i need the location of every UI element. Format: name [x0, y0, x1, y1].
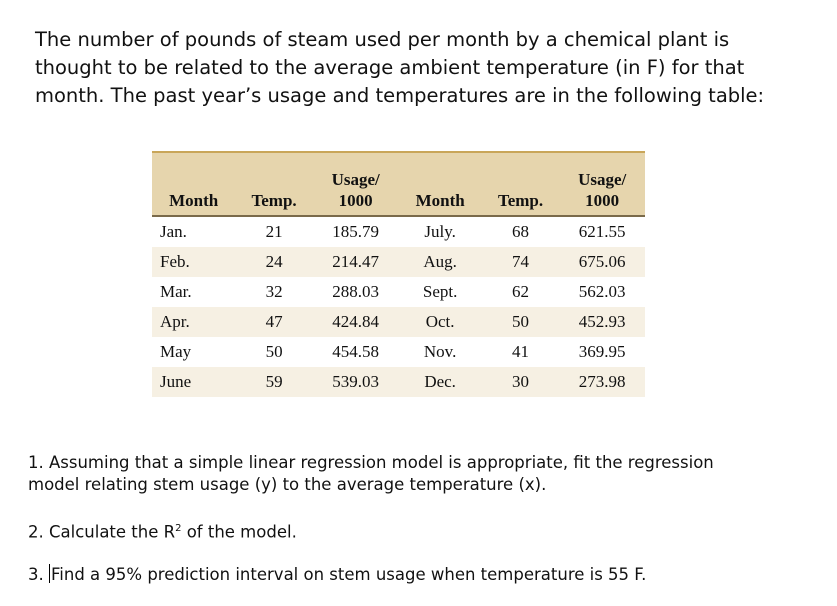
table-cell: 214.47 — [332, 252, 380, 271]
superscript: 2 — [175, 523, 182, 534]
question-3: 3. Find a 95% prediction interval on ste… — [28, 564, 646, 586]
question-1-line: model relating stem usage (y) to the ave… — [28, 475, 547, 494]
header-line: Usage/ — [578, 170, 627, 189]
table-cell: Mar. — [160, 282, 192, 301]
header-line: Temp. — [497, 191, 544, 210]
column-header: Temp. — [481, 152, 560, 217]
header-line: Month — [169, 191, 219, 210]
table-cell: 59 — [265, 372, 283, 391]
question-2-text: of the model. — [181, 522, 297, 542]
question-1: 1. Assuming that a simple linear regress… — [28, 452, 714, 496]
table-cell: Dec. — [424, 372, 456, 391]
table-cell: 539.03 — [332, 372, 380, 391]
header-line: Temp. — [251, 191, 297, 210]
question-2-text: 2. Calculate the R — [28, 522, 176, 542]
table-cell: 273.98 — [578, 372, 626, 391]
question-1-line: 1. Assuming that a simple linear regress… — [28, 453, 714, 472]
table-cell: 452.93 — [578, 312, 626, 331]
table-cell: Apr. — [160, 312, 190, 331]
table-cell: 21 — [265, 222, 283, 241]
table-cell: 41 — [512, 342, 530, 361]
table-row: Mar. 32 288.03 Sept. 62 562.03 — [152, 277, 645, 307]
table-row: May 50 454.58 Nov. 41 369.95 — [152, 337, 645, 367]
table-cell: 424.84 — [332, 312, 380, 331]
text-cursor — [49, 564, 50, 583]
table-cell: Sept. — [422, 282, 458, 301]
table-cell: 185.79 — [332, 222, 380, 241]
column-header: Usage/1000 — [312, 152, 399, 217]
header-line: Usage/ — [331, 170, 380, 189]
column-header: Month — [398, 152, 482, 217]
table-cell: 562.03 — [578, 282, 626, 301]
table-cell: 621.55 — [578, 222, 626, 241]
table-row: Jan. 21 185.79 July. 68 621.55 — [152, 216, 645, 247]
table-cell: 62 — [512, 282, 530, 301]
header-line: 1000 — [338, 191, 373, 210]
table-cell: May — [160, 342, 192, 361]
table-header-row: Month Temp. Usage/1000 Month Temp. Usage/1000 — [152, 152, 645, 217]
problem-statement: The number of pounds of steam used per m… — [35, 26, 825, 110]
table-cell: 675.06 — [578, 252, 626, 271]
table-cell: 24 — [265, 252, 283, 271]
table-cell: Oct. — [425, 312, 455, 331]
header-line: Month — [415, 191, 465, 210]
table-cell: 68 — [512, 222, 530, 241]
question-3-text: 3. — [28, 565, 49, 584]
table-cell: Nov. — [423, 342, 457, 361]
intro-line: The number of pounds of steam used per m… — [35, 28, 730, 51]
table-cell: Jan. — [160, 222, 187, 241]
table-cell: 30 — [512, 372, 530, 391]
column-header: Month — [152, 152, 236, 217]
table-cell: 32 — [265, 282, 283, 301]
column-header: Usage/1000 — [559, 152, 645, 217]
table-cell: Aug. — [423, 252, 457, 271]
table-cell: 454.58 — [332, 342, 380, 361]
table-cell: 50 — [265, 342, 283, 361]
table-row: June 59 539.03 Dec. 30 273.98 — [152, 367, 645, 397]
question-3-text: Find a 95% prediction interval on stem u… — [51, 565, 647, 584]
table-cell: 50 — [512, 312, 530, 331]
table-cell: 369.95 — [578, 342, 626, 361]
table-cell: 74 — [512, 252, 530, 271]
table-cell: 47 — [265, 312, 283, 331]
table-cell: 288.03 — [332, 282, 380, 301]
table-cell: Feb. — [160, 252, 190, 271]
table-row: Apr. 47 424.84 Oct. 50 452.93 — [152, 307, 645, 337]
question-2: 2. Calculate the R2 of the model. — [28, 518, 297, 544]
column-header: Temp. — [235, 152, 313, 217]
table-cell: June — [160, 372, 192, 391]
header-line: 1000 — [585, 191, 620, 210]
intro-line: thought to be related to the average amb… — [35, 56, 745, 79]
intro-line: month. The past year’s usage and tempera… — [35, 84, 765, 107]
table-row: Feb. 24 214.47 Aug. 74 675.06 — [152, 247, 645, 277]
table-cell: July. — [424, 222, 456, 241]
steam-usage-table: Month Temp. Usage/1000 Month Temp. Usage/1000… — [152, 151, 645, 397]
